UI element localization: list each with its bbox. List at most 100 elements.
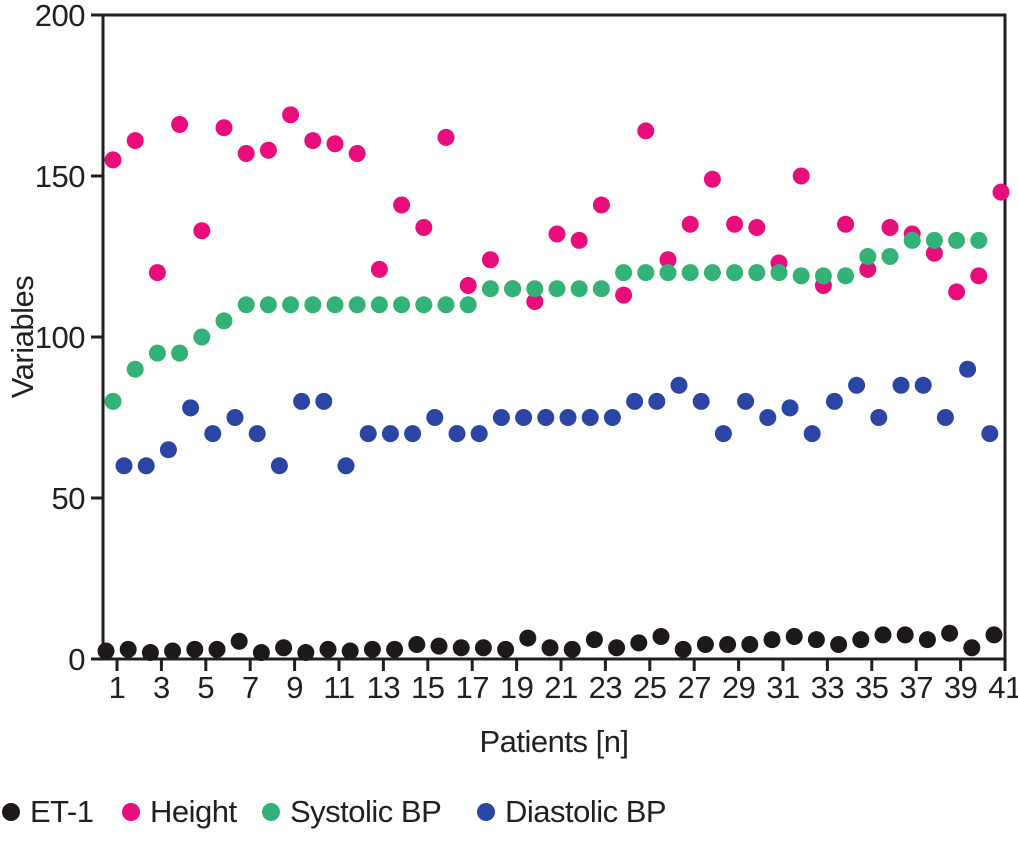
data-point-systolic-bp <box>548 280 566 298</box>
data-point-systolic-bp <box>637 264 655 282</box>
data-point-et-1 <box>474 639 492 657</box>
data-point-et-1 <box>918 631 936 649</box>
data-point-et-1 <box>519 629 537 647</box>
data-point-height <box>415 219 433 237</box>
x-tick-label: 21 <box>544 670 577 705</box>
data-point-et-1 <box>408 636 426 654</box>
x-tick-label: 7 <box>242 670 259 705</box>
data-point-systolic-bp <box>881 248 899 265</box>
data-point-et-1 <box>941 624 959 642</box>
data-point-et-1 <box>608 639 626 657</box>
data-point-diastolic-bp <box>204 425 222 443</box>
data-point-height <box>526 293 544 311</box>
data-point-systolic-bp <box>615 264 633 282</box>
data-point-diastolic-bp <box>515 409 533 426</box>
data-point-diastolic-bp <box>759 409 777 426</box>
data-point-systolic-bp <box>570 280 588 298</box>
data-point-et-1 <box>963 639 981 657</box>
data-point-height <box>282 106 300 124</box>
data-point-et-1 <box>830 636 848 654</box>
data-point-diastolic-bp <box>914 376 932 394</box>
data-point-systolic-bp <box>104 392 122 410</box>
data-point-diastolic-bp <box>559 409 577 426</box>
data-point-systolic-bp <box>259 296 277 314</box>
data-point-et-1 <box>208 640 226 658</box>
legend-marker-et1 <box>2 803 20 821</box>
data-point-diastolic-bp <box>159 441 177 459</box>
data-point-et-1 <box>985 626 1003 644</box>
data-point-height <box>837 215 855 233</box>
data-point-systolic-bp <box>748 264 766 282</box>
data-point-height <box>592 196 610 214</box>
legend-item-systolic-bp: Systolic BP <box>262 793 442 831</box>
data-point-diastolic-bp <box>270 457 288 475</box>
data-point-diastolic-bp <box>737 392 755 410</box>
data-point-et-1 <box>319 640 337 658</box>
data-point-et-1 <box>541 639 559 657</box>
data-point-et-1 <box>696 636 714 654</box>
data-point-height <box>570 231 588 249</box>
data-point-systolic-bp <box>459 296 477 314</box>
data-point-diastolic-bp <box>892 376 910 394</box>
data-point-diastolic-bp <box>781 399 799 417</box>
y-tick-label: 0 <box>68 642 85 677</box>
legend-item-diastolic-bp: Diastolic BP <box>477 793 667 831</box>
data-point-diastolic-bp <box>537 409 555 426</box>
x-tick-label: 33 <box>811 670 844 705</box>
data-point-diastolic-bp <box>470 425 488 443</box>
data-point-et-1 <box>785 627 803 645</box>
data-point-et-1 <box>341 642 359 660</box>
data-point-diastolic-bp <box>959 360 977 378</box>
data-point-systolic-bp <box>481 280 499 298</box>
data-point-systolic-bp <box>903 231 921 249</box>
data-point-systolic-bp <box>792 267 810 285</box>
data-point-diastolic-bp <box>226 409 244 426</box>
data-point-height <box>459 276 477 294</box>
data-point-diastolic-bp <box>448 425 466 443</box>
x-tick-label: 9 <box>286 670 303 705</box>
data-point-systolic-bp <box>171 344 189 362</box>
data-point-systolic-bp <box>592 280 610 298</box>
x-tick-label: 17 <box>455 670 488 705</box>
data-point-diastolic-bp <box>137 457 155 475</box>
data-point-diastolic-bp <box>492 409 510 426</box>
data-point-et-1 <box>763 631 781 649</box>
data-point-systolic-bp <box>304 296 322 314</box>
data-point-diastolic-bp <box>870 409 888 426</box>
data-point-height <box>104 151 122 169</box>
data-point-height <box>548 225 566 243</box>
x-tick-label: 39 <box>944 670 977 705</box>
data-point-height <box>659 251 677 269</box>
data-point-systolic-bp <box>703 264 721 282</box>
data-point-et-1 <box>119 640 137 658</box>
data-point-et-1 <box>386 640 404 658</box>
data-point-et-1 <box>363 640 381 658</box>
data-point-et-1 <box>807 631 825 649</box>
data-point-systolic-bp <box>193 328 211 346</box>
x-tick-label: 13 <box>367 670 400 705</box>
data-point-et-1 <box>230 632 248 650</box>
x-tick-label: 11 <box>323 670 354 705</box>
legend-item-height: Height <box>122 793 237 831</box>
data-point-et-1 <box>186 640 204 658</box>
legend-marker-systolic-bp <box>262 803 280 821</box>
data-point-et-1 <box>97 642 115 660</box>
data-point-diastolic-bp <box>404 425 422 443</box>
data-point-height <box>171 115 189 133</box>
data-point-height <box>970 267 988 285</box>
data-point-systolic-bp <box>437 296 455 314</box>
y-tick-label: 100 <box>35 320 85 355</box>
x-tick-label: 31 <box>766 670 799 705</box>
legend-label-systolic-bp: Systolic BP <box>290 794 442 829</box>
data-point-et-1 <box>674 640 692 658</box>
data-point-height <box>859 260 877 278</box>
data-point-height <box>726 215 744 233</box>
data-point-et-1 <box>652 627 670 645</box>
data-point-diastolic-bp <box>381 425 399 443</box>
data-point-height <box>348 144 366 162</box>
legend-marker-diastolic-bp <box>477 803 495 821</box>
data-point-systolic-bp <box>970 231 988 249</box>
legend: ET-1 Height Systolic BP Diastolic BP <box>0 793 1018 833</box>
data-point-systolic-bp <box>282 296 300 314</box>
data-point-height <box>925 244 943 262</box>
